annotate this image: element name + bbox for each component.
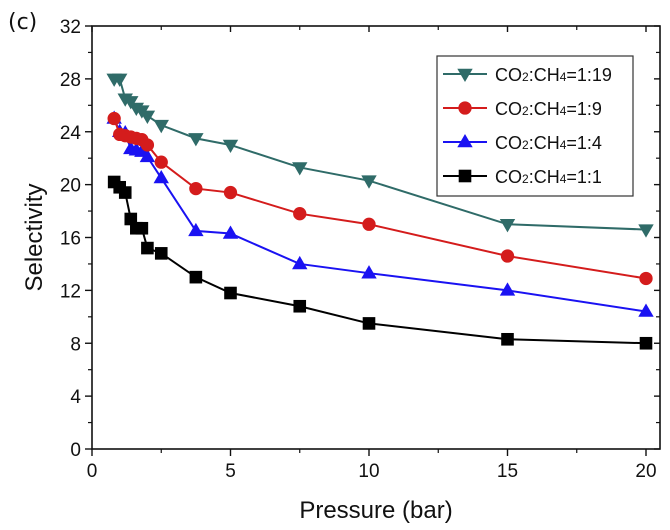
legend-text-part: :CH: [529, 99, 560, 119]
data-point: [362, 217, 376, 231]
legend-marker: [458, 169, 472, 183]
legend-text-part: =1:19: [566, 65, 612, 85]
y-tick-label: 8: [70, 334, 81, 355]
legend-label: CO2:CH4=1:1: [495, 167, 602, 187]
x-tick-label: 0: [87, 461, 98, 482]
y-tick-label: 24: [60, 123, 82, 144]
legend-subscript: 4: [560, 70, 567, 84]
legend-item: CO2:CH4=1:4: [443, 133, 602, 153]
data-point: [153, 119, 169, 134]
legend-subscript: 4: [560, 104, 567, 118]
data-point: [222, 139, 239, 154]
data-point: [499, 282, 516, 296]
data-point: [188, 133, 204, 147]
y-tick-label: 12: [60, 281, 81, 302]
legend-text-part: :CH: [529, 167, 560, 187]
x-axis-title: Pressure (bar): [299, 497, 452, 524]
legend-text-part: :CH: [529, 65, 560, 85]
panel-label: (c): [8, 10, 38, 35]
series-layer: [106, 73, 654, 350]
legend-text-part: CO: [495, 65, 522, 85]
data-point: [361, 175, 377, 189]
data-point: [135, 221, 149, 235]
data-point: [362, 317, 376, 330]
data-point: [141, 241, 154, 255]
legend-subscript: 4: [560, 172, 567, 186]
data-point: [638, 224, 654, 238]
legend-text-part: CO: [495, 133, 522, 153]
y-tick-label: 32: [60, 17, 81, 38]
legend-subscript: 2: [522, 172, 529, 186]
legend-item: CO2:CH4=1:19: [443, 65, 612, 85]
data-point: [499, 219, 516, 233]
data-point: [292, 255, 308, 270]
x-tick-label: 10: [358, 461, 379, 482]
data-point: [293, 299, 307, 313]
data-point: [118, 186, 132, 199]
legend-label: CO2:CH4=1:9: [495, 99, 602, 119]
data-point: [292, 162, 308, 176]
data-point: [639, 271, 653, 286]
legend-subscript: 2: [522, 138, 529, 152]
legend-text-part: CO: [495, 167, 522, 187]
y-tick-label: 4: [70, 387, 81, 408]
data-point: [222, 225, 239, 239]
x-tick-label: 15: [497, 461, 518, 482]
legend-marker: [458, 101, 472, 115]
data-point: [500, 249, 515, 263]
data-point: [140, 138, 155, 152]
y-axis-title: Selectivity: [21, 183, 48, 291]
series-square: [107, 175, 653, 350]
legend-subscript: 2: [522, 70, 529, 84]
series-triangle-down: [106, 73, 654, 238]
legend-text-part: CO: [495, 99, 522, 119]
y-tick-label: 20: [60, 176, 81, 197]
legend-text-part: =1:9: [566, 99, 602, 119]
data-point: [189, 181, 203, 196]
series-circle: [107, 111, 653, 286]
y-tick-label: 28: [60, 70, 81, 91]
data-point: [107, 111, 121, 126]
legend-text-part: =1:4: [566, 133, 602, 153]
data-point: [361, 265, 377, 279]
data-point: [639, 336, 653, 350]
data-point: [189, 270, 203, 284]
legend-item: CO2:CH4=1:9: [443, 99, 602, 119]
data-point: [139, 110, 156, 124]
series-line: [113, 181, 647, 345]
legend-text-part: :CH: [529, 133, 560, 153]
data-point: [293, 207, 307, 221]
y-tick-label: 16: [60, 229, 81, 250]
x-tick-label: 20: [635, 461, 656, 482]
legend-subscript: 2: [522, 104, 529, 118]
legend-label: CO2:CH4=1:19: [495, 65, 612, 85]
y-tick-label: 0: [70, 440, 81, 461]
data-point: [638, 303, 654, 317]
legend: CO2:CH4=1:19CO2:CH4=1:9CO2:CH4=1:4CO2:CH…: [436, 55, 634, 197]
legend-marker: [457, 68, 473, 83]
data-point: [223, 185, 238, 200]
data-point: [154, 155, 168, 169]
legend-marker: [457, 133, 473, 148]
data-point: [112, 73, 128, 87]
legend-subscript: 4: [560, 138, 567, 152]
data-point: [224, 286, 237, 300]
data-point: [501, 332, 514, 346]
legend-item: CO2:CH4=1:1: [443, 167, 602, 187]
legend-label: CO2:CH4=1:4: [495, 133, 602, 153]
data-point: [139, 148, 156, 163]
data-point: [154, 247, 168, 260]
data-point: [153, 169, 169, 184]
data-point: [188, 222, 204, 237]
x-tick-label: 5: [225, 461, 236, 482]
legend-text-part: =1:1: [566, 167, 602, 187]
